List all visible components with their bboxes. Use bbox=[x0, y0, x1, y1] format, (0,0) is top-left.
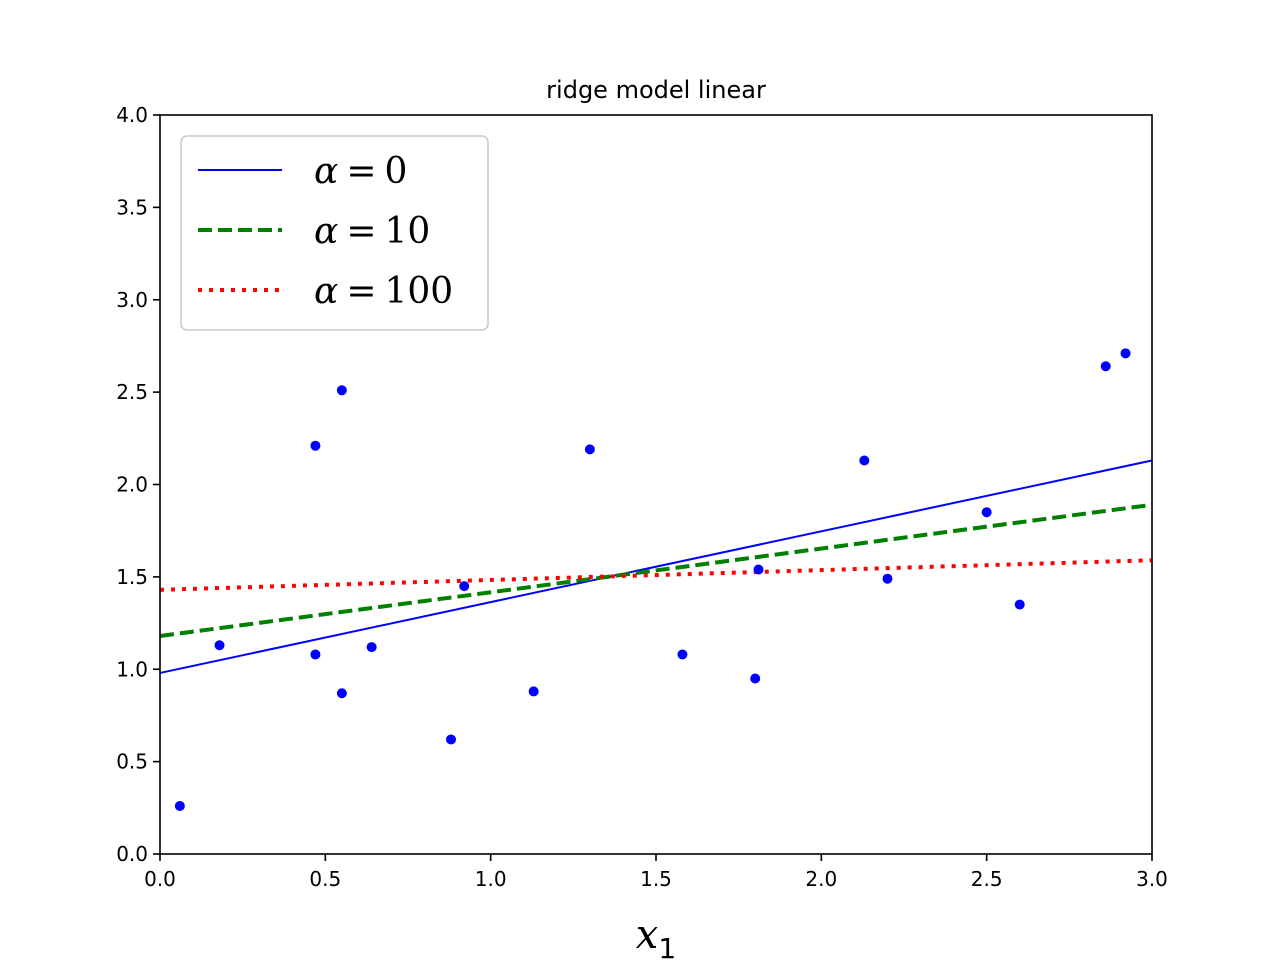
data-point bbox=[214, 640, 225, 651]
legend-label-equals: = bbox=[346, 211, 376, 252]
legend-label-symbol: α bbox=[314, 271, 338, 312]
legend-label-value: 10 bbox=[384, 211, 430, 252]
x-tick-label: 2.0 bbox=[805, 867, 837, 891]
x-tick-label: 1.0 bbox=[475, 867, 507, 891]
data-point bbox=[750, 673, 761, 684]
series-line-0 bbox=[159, 459, 1153, 674]
data-point bbox=[459, 581, 470, 592]
data-point bbox=[859, 455, 870, 466]
series-line-2 bbox=[159, 558, 1153, 592]
x-tick-label: 3.0 bbox=[1136, 867, 1168, 891]
legend-label-equals: = bbox=[346, 271, 376, 312]
legend: α = 0α = 10α = 100 bbox=[180, 135, 489, 331]
y-tick-label: 2.5 bbox=[116, 380, 148, 404]
data-point bbox=[1100, 361, 1111, 372]
legend-label-value: 100 bbox=[384, 271, 453, 312]
y-tick-label: 0.0 bbox=[116, 842, 148, 866]
y-tick-label: 2.0 bbox=[116, 473, 148, 497]
series-line-1 bbox=[159, 502, 1153, 638]
data-point bbox=[336, 688, 347, 699]
legend-label-1: α = 10 bbox=[314, 211, 430, 252]
y-tick-label: 1.0 bbox=[116, 657, 148, 681]
data-point bbox=[174, 800, 185, 811]
x-axis: 0.0 0.5 1.0 1.5 2.0 2.5 3.0 bbox=[144, 854, 1168, 891]
data-point bbox=[981, 507, 992, 518]
data-point bbox=[366, 642, 377, 653]
y-tick-label: 3.5 bbox=[116, 195, 148, 219]
x-axis-label-main: x bbox=[636, 912, 659, 958]
y-tick-label: 4.0 bbox=[116, 103, 148, 127]
legend-label-symbol: α bbox=[314, 151, 338, 192]
y-tick-label: 0.5 bbox=[116, 750, 148, 774]
data-point bbox=[584, 444, 595, 455]
y-axis: 0.0 0.5 1.0 1.5 2.0 2.5 3.0 3.5 4.0 bbox=[116, 103, 160, 866]
data-point bbox=[528, 686, 539, 697]
data-point bbox=[753, 564, 764, 575]
x-tick-label: 0.5 bbox=[309, 867, 341, 891]
data-point bbox=[677, 649, 688, 660]
legend-label-0: α = 0 bbox=[314, 151, 407, 192]
data-point bbox=[336, 385, 347, 396]
legend-label-2: α = 100 bbox=[314, 271, 453, 312]
x-tick-label: 1.5 bbox=[640, 867, 672, 891]
legend-label-value: 0 bbox=[384, 151, 407, 192]
x-tick-label: 2.5 bbox=[971, 867, 1003, 891]
legend-label-equals: = bbox=[346, 151, 376, 192]
x-tick-label: 0.0 bbox=[144, 867, 176, 891]
chart-title: ridge model linear bbox=[546, 76, 766, 104]
series-layer bbox=[159, 459, 1153, 674]
data-point bbox=[882, 573, 893, 584]
legend-box bbox=[180, 135, 489, 331]
x-axis-label-subscript: 1 bbox=[658, 932, 676, 960]
data-point bbox=[1014, 599, 1025, 610]
data-point bbox=[1120, 348, 1131, 359]
data-point bbox=[310, 440, 321, 451]
y-tick-label: 1.5 bbox=[116, 565, 148, 589]
points-layer bbox=[174, 348, 1131, 811]
data-point bbox=[445, 734, 456, 745]
legend-label-symbol: α bbox=[314, 211, 338, 252]
y-tick-label: 3.0 bbox=[116, 288, 148, 312]
data-point bbox=[310, 649, 321, 660]
x-axis-label: x1 bbox=[636, 912, 676, 960]
